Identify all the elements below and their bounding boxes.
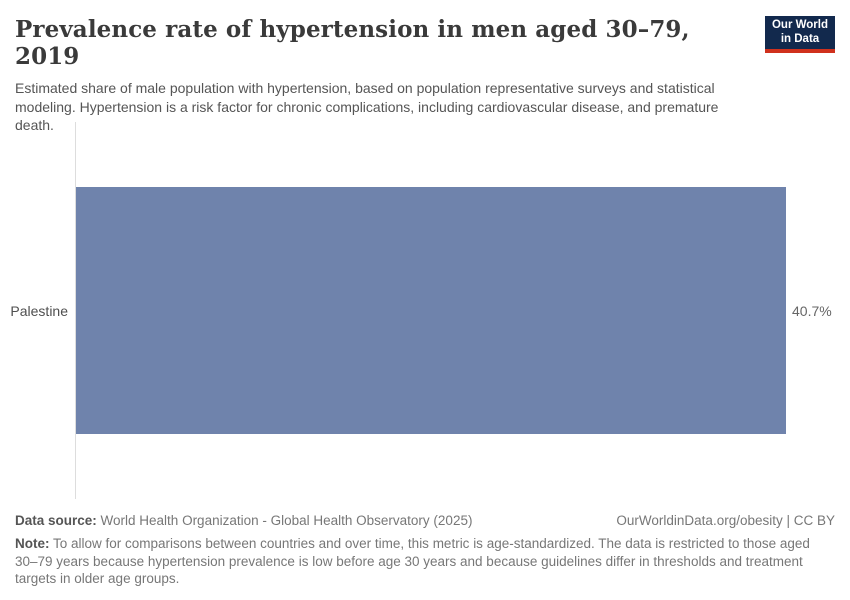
header: Prevalence rate of hypertension in men a… — [15, 16, 835, 135]
owid-logo-line1: Our World — [771, 19, 828, 31]
footer: Data source: World Health Organization -… — [15, 513, 835, 588]
entity-label: Palestine — [10, 302, 68, 319]
note-text: To allow for comparisons between countri… — [15, 536, 810, 586]
bar[interactable] — [76, 187, 786, 434]
owid-logo[interactable]: Our World in Data — [765, 16, 835, 53]
chart-note: Note: To allow for comparisons between c… — [15, 535, 835, 588]
y-axis-line — [75, 122, 76, 499]
value-label: 40.7% — [792, 302, 832, 319]
page-title: Prevalence rate of hypertension in men a… — [15, 16, 690, 70]
data-source-text: World Health Organization - Global Healt… — [96, 513, 473, 528]
data-source: Data source: World Health Organization -… — [15, 513, 472, 528]
data-source-label: Data source: — [15, 513, 97, 528]
source-row: Data source: World Health Organization -… — [15, 513, 835, 528]
chart-subtitle: Estimated share of male population with … — [15, 80, 719, 133]
license-link[interactable]: OurWorldinData.org/obesity | CC BY — [616, 513, 835, 528]
bar-chart: Palestine 40.7% — [0, 122, 850, 499]
note-label: Note: — [15, 536, 50, 551]
owid-logo-line2: in Data — [780, 32, 820, 45]
bar-track — [76, 187, 786, 434]
